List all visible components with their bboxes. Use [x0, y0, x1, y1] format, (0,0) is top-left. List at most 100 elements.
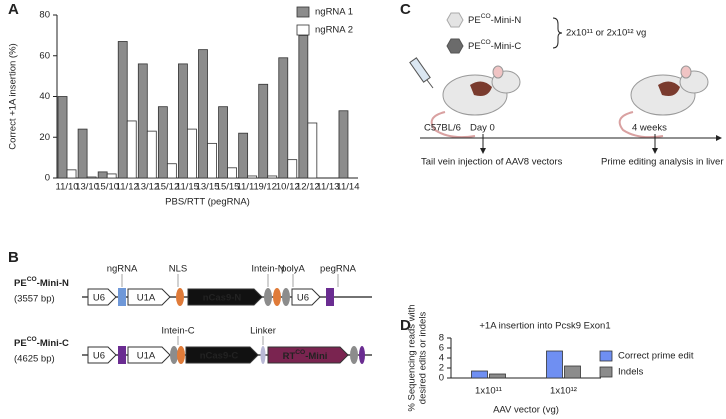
bar	[258, 83, 269, 179]
promoter-or-gene	[187, 288, 263, 306]
bar	[307, 122, 318, 179]
x-tick-label: 15/15	[216, 182, 240, 193]
vector-label-base: PE	[468, 15, 481, 26]
bar	[146, 130, 157, 179]
x-tick-label: 10/12	[276, 182, 300, 193]
x-tick-label: 12/12	[296, 182, 320, 193]
bar	[86, 176, 97, 179]
vector-label-base: PE	[468, 41, 481, 52]
annotation: Intein-C	[161, 326, 194, 337]
oval-element	[170, 346, 178, 364]
block-label: RTCO-Mini	[283, 349, 328, 362]
construct-name-sup: CO	[27, 276, 37, 283]
x-tick-label: 13/15	[196, 182, 220, 193]
x-tick-label: 11/13	[316, 182, 339, 193]
brace	[552, 17, 563, 49]
x-tick-label: 15/12	[155, 182, 179, 193]
y-tick-label: 0	[45, 173, 50, 184]
bar	[106, 173, 117, 179]
construct-name-rest: -Mini-N	[37, 278, 69, 289]
legend-label: Indels	[618, 367, 644, 378]
promoter-or-gene	[185, 346, 259, 364]
oval-element	[264, 288, 272, 306]
vector-label-rest: -Mini-C	[491, 41, 522, 52]
x-tick-label: 13/12	[135, 182, 159, 193]
annotation: ngRNA	[107, 264, 138, 275]
construct-size: (3557 bp)	[14, 294, 55, 305]
block-label: U1A	[137, 351, 156, 362]
promoter-or-gene	[127, 346, 171, 364]
construct-name-base: PE	[14, 338, 27, 349]
legend-swatch	[599, 366, 613, 378]
oval-element	[350, 346, 358, 364]
bar	[198, 49, 208, 179]
construct-name-rest: -Mini-C	[37, 338, 69, 349]
block-label: U6	[297, 293, 309, 304]
bar	[57, 96, 68, 179]
block-label: U6	[93, 351, 105, 362]
step: Prime editing analysis in liver	[601, 157, 724, 168]
block-label: nCas9-N	[203, 293, 242, 304]
annotation: NLS	[169, 264, 187, 275]
bar	[267, 175, 278, 179]
y-axis-title: desired edits or indels	[418, 312, 429, 405]
block-label: U1A	[137, 293, 156, 304]
x-axis-title: AAV vector (vg)	[493, 405, 559, 416]
mouse-2	[618, 65, 709, 139]
construct-size: (4625 bp)	[14, 354, 55, 365]
oval-element	[282, 288, 290, 306]
bar	[157, 106, 168, 179]
vector-label-rest: -Mini-N	[491, 15, 522, 26]
x-tick-label: 11/10	[55, 182, 78, 193]
block-label: U6	[93, 293, 105, 304]
x-tick-label: 11/14	[336, 182, 359, 193]
timepoint: Day 0	[470, 123, 495, 134]
y-tick-label: 80	[39, 10, 50, 21]
chart-title: +1A insertion into Pcsk9 Exon1	[479, 321, 610, 332]
panel-letter: A	[8, 1, 19, 18]
bar	[117, 41, 128, 179]
promoter-or-gene	[87, 346, 117, 364]
bar	[546, 350, 563, 379]
construct-name: PECO-Mini-N	[14, 276, 69, 289]
grna-element	[326, 288, 334, 306]
vector-label: PECO-Mini-N	[468, 13, 521, 26]
y-tick-label: 6	[439, 343, 444, 354]
y-tick-label: 2	[439, 363, 444, 374]
arrowhead	[480, 148, 486, 154]
bar	[178, 63, 188, 179]
panel-letter: B	[8, 249, 19, 266]
oval-element	[359, 346, 365, 364]
bar	[338, 110, 349, 179]
oval-element	[273, 288, 281, 306]
arrowhead	[652, 148, 658, 154]
y-tick-label: 60	[39, 50, 50, 61]
bar	[238, 132, 249, 179]
bar	[287, 159, 298, 179]
syringe	[409, 57, 434, 89]
bar	[137, 63, 148, 179]
panel-c-art	[409, 12, 722, 154]
legend-label: ngRNA 2	[315, 25, 353, 36]
x-tick-label: 11/11	[236, 182, 258, 193]
block-label: nCas9-C	[200, 351, 239, 362]
bar	[187, 128, 197, 179]
bar	[247, 175, 258, 179]
x-tick-label: 1x10¹²	[550, 386, 577, 397]
oval-element	[177, 346, 185, 364]
legend-label: Correct prime edit	[618, 351, 694, 362]
legend-swatch	[296, 24, 310, 36]
bar	[298, 34, 309, 179]
vector-label-sup: CO	[481, 13, 491, 20]
oval-element	[176, 288, 184, 306]
bar	[564, 365, 581, 379]
y-axis-title: Correct +1A insertion (%)	[8, 43, 19, 149]
x-tick-label: 1x10¹¹	[475, 386, 502, 397]
bar	[77, 128, 88, 179]
annotation: polyA	[281, 264, 305, 275]
bar	[97, 171, 108, 179]
bar	[489, 373, 506, 379]
vector-label: PECO-Mini-C	[468, 39, 521, 52]
